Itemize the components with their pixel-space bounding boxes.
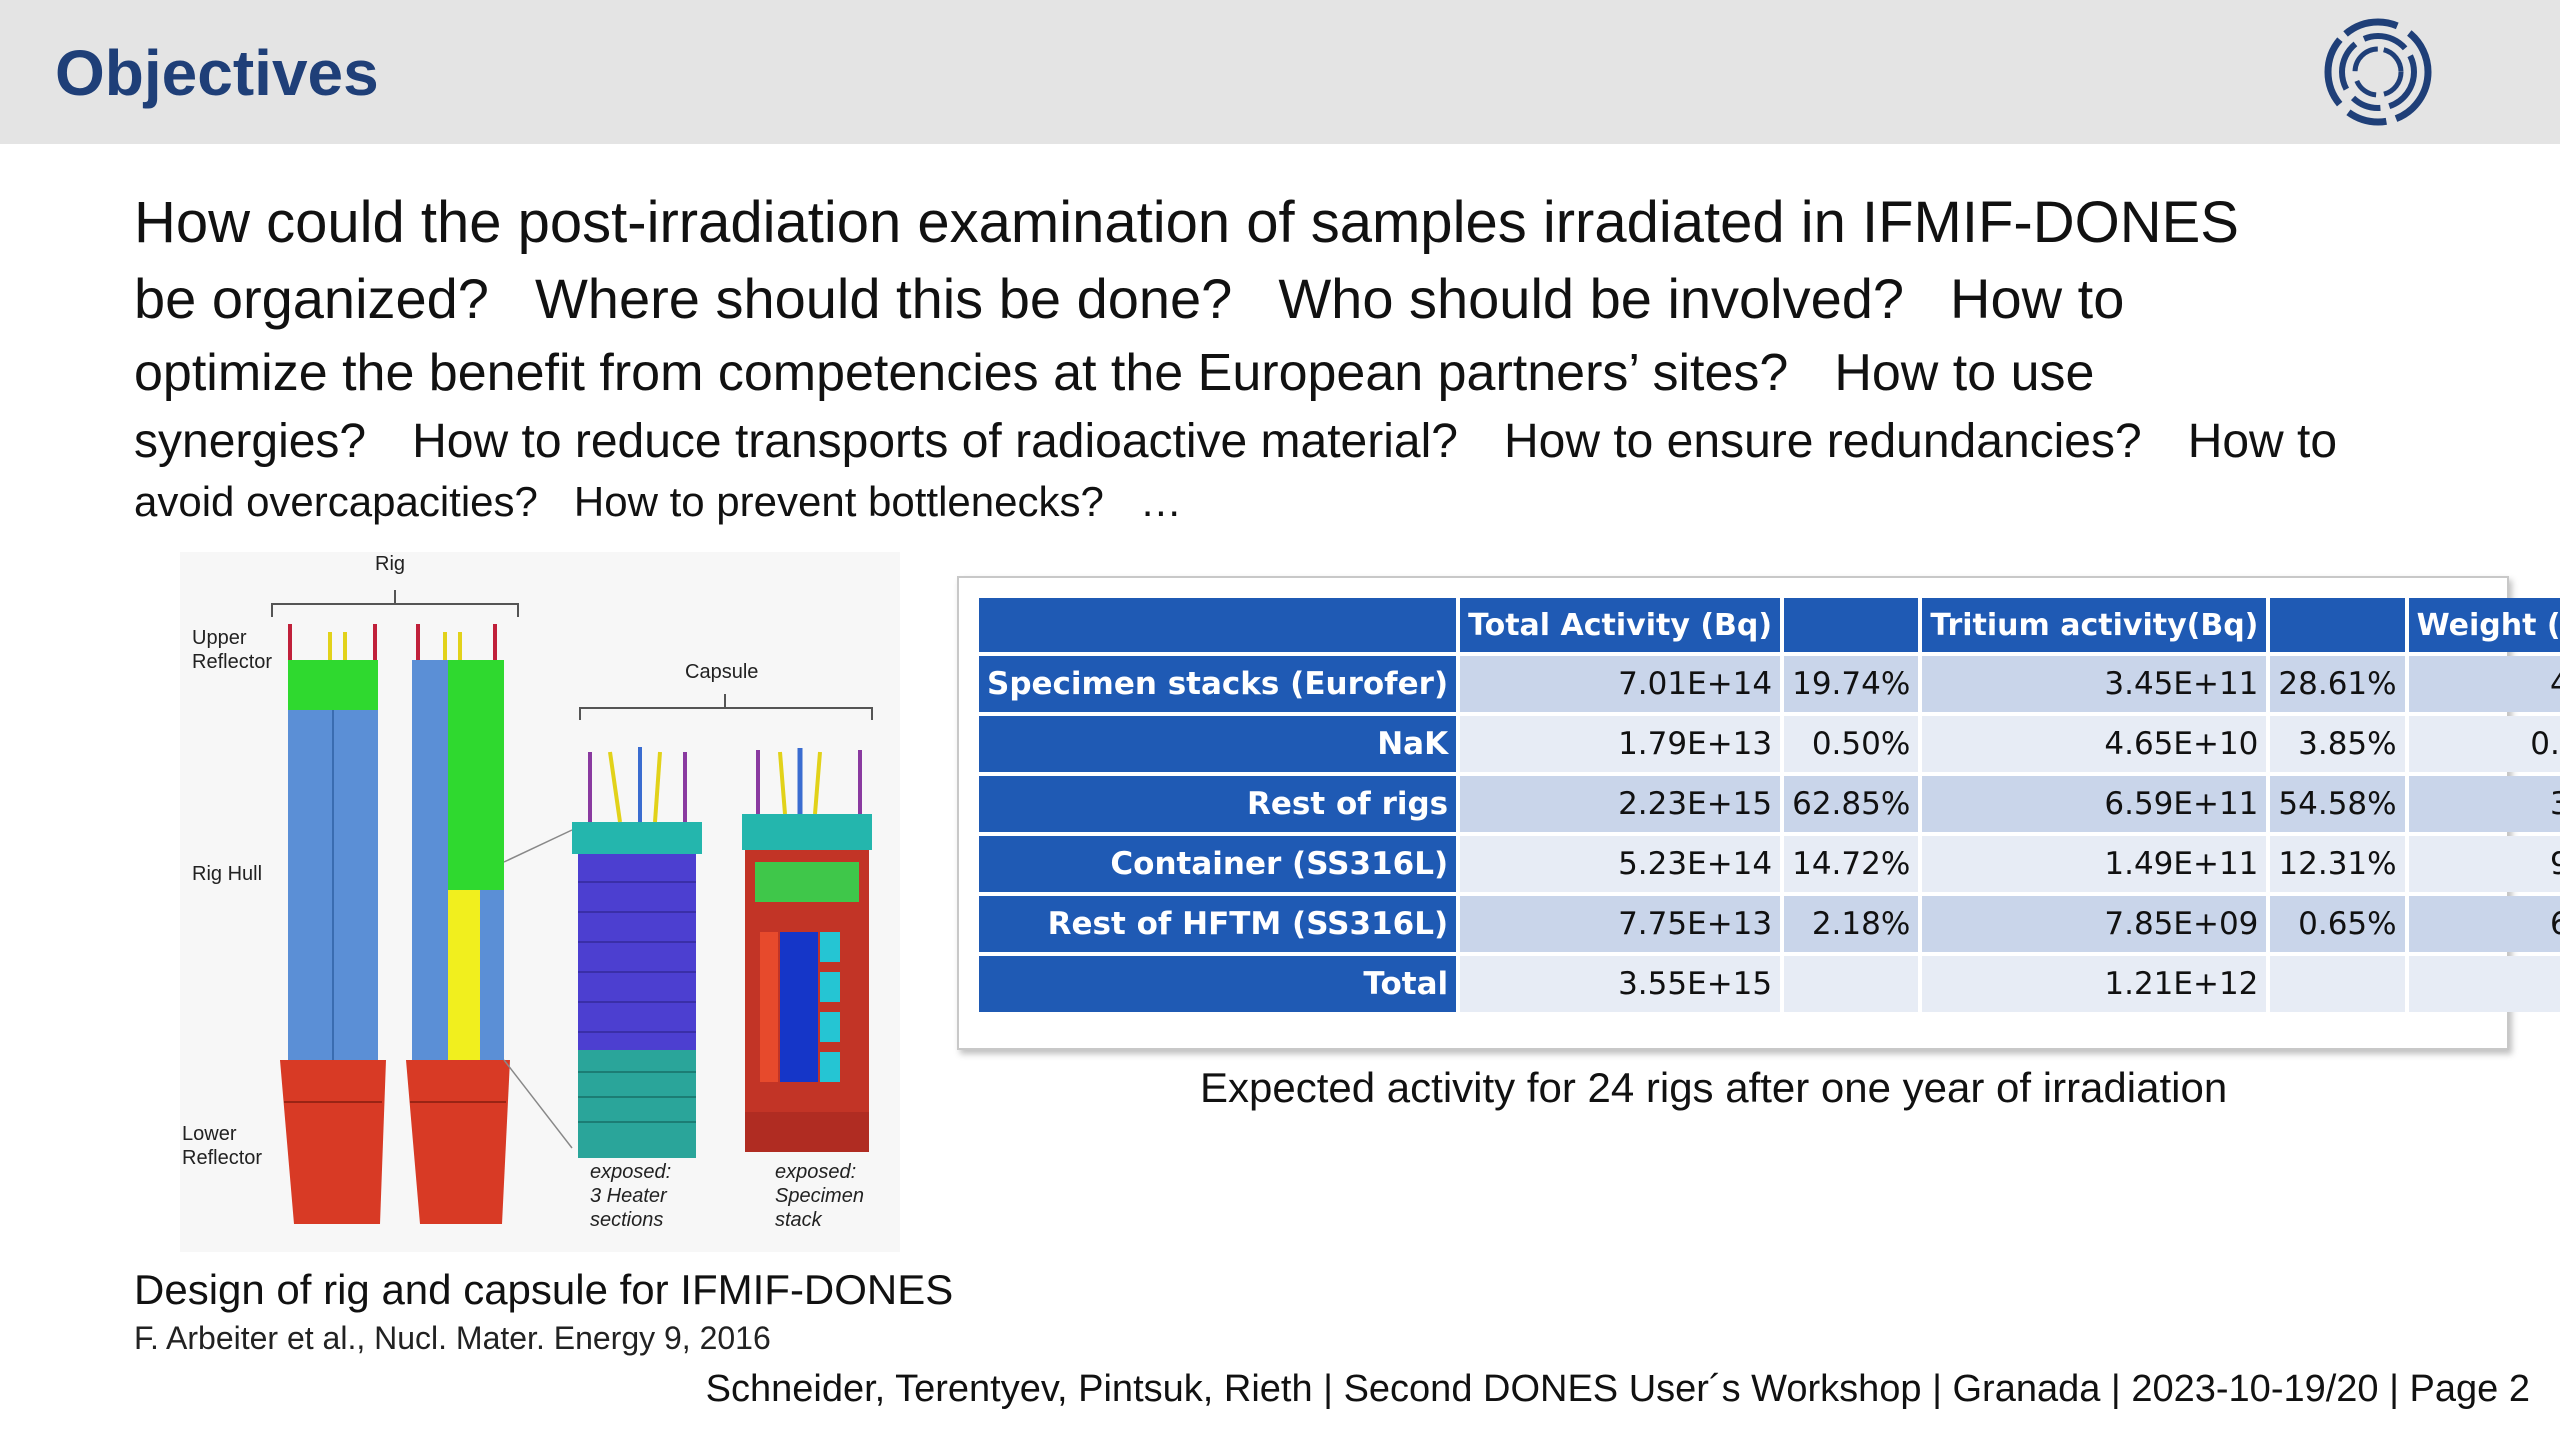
table-row: Container (SS316L) 5.23E+14 14.72% 1.49E… xyxy=(979,836,2560,892)
table-cell: 1.21E+12 xyxy=(1922,956,2267,1012)
table-header-cell: Weight (Kg) xyxy=(2408,598,2560,652)
table-row: Specimen stacks (Eurofer) 7.01E+14 19.74… xyxy=(979,656,2560,712)
table-cell: 0.150 xyxy=(2408,716,2560,772)
slide-header: Objectives xyxy=(0,0,2560,144)
question-text: How to xyxy=(1950,267,2125,330)
question-text: How to reduce transports of radioactive … xyxy=(412,415,1458,468)
question-text: Where should this be done? xyxy=(534,267,1233,330)
table-cell: 114 xyxy=(2408,956,2560,1012)
table-cell: 9.86 xyxy=(2408,836,2560,892)
activity-table-frame: Total Activity (Bq) Tritium activity(Bq)… xyxy=(957,576,2560,1050)
question-line: How could the post-irradiation examinati… xyxy=(134,185,2514,261)
table-cell: 7.01E+14 xyxy=(1460,656,1781,712)
rig-label: Rig xyxy=(375,553,406,575)
rig-hull-label: Rig Hull xyxy=(192,863,263,885)
rig-capsule-diagram: Rig Capsule Upper Reflector Rig Hull Lowe… xyxy=(180,552,900,1252)
question-text: Who should be involved? xyxy=(1278,267,1905,330)
question-line: optimize the benefit from competencies a… xyxy=(134,337,2514,409)
ring-logo-icon xyxy=(2324,18,2432,126)
figure-reference: F. Arbeiter et al., Nucl. Mater. Energy … xyxy=(134,1320,771,1356)
slide-title: Objectives xyxy=(55,37,379,109)
question-text: … xyxy=(1139,478,1182,525)
figure-caption: Design of rig and capsule for IFMIF-DONE… xyxy=(134,1266,954,1313)
row-label: Rest of HFTM (SS316L) xyxy=(979,896,1457,952)
table-cell: 1.49E+11 xyxy=(1922,836,2267,892)
question-line: synergies? How to reduce transports of ra… xyxy=(134,409,2514,475)
slide-footer: Schneider, Terentyev, Pintsuk, Rieth | S… xyxy=(705,1368,2530,1410)
table-cell: 1.79E+13 xyxy=(1460,716,1781,772)
table-header-cell: Tritium activity(Bq) xyxy=(1922,598,2267,652)
table-cell: 7.75E+13 xyxy=(1460,896,1781,952)
question-text: How to use xyxy=(1834,344,2095,402)
lower-reflector-label: Lower Reflector xyxy=(182,1123,263,1169)
question-text: be organized? xyxy=(134,267,489,330)
table-cell: 54.58% xyxy=(2270,776,2405,832)
table-cell: 35.2 xyxy=(2408,776,2560,832)
upper-reflector-label: Upper Reflector xyxy=(192,627,273,673)
table-cell: 62.85% xyxy=(1784,776,1919,832)
table-cell: 3.85% xyxy=(2270,716,2405,772)
table-header-cell xyxy=(1784,598,1919,652)
table-cell: 5.23E+14 xyxy=(1460,836,1781,892)
table-cell: 4.22 xyxy=(2408,656,2560,712)
question-text: How to xyxy=(2187,415,2338,468)
table-cell: 28.61% xyxy=(2270,656,2405,712)
row-label: Total xyxy=(979,956,1457,1012)
row-label: Container (SS316L) xyxy=(979,836,1457,892)
row-label: NaK xyxy=(979,716,1457,772)
rig-capsule-drawing xyxy=(271,590,873,1224)
table-row: Rest of rigs 2.23E+15 62.85% 6.59E+11 54… xyxy=(979,776,2560,832)
table-cell: 12.31% xyxy=(2270,836,2405,892)
activity-table: Total Activity (Bq) Tritium activity(Bq)… xyxy=(975,594,2560,1016)
table-cell: 2.18% xyxy=(1784,896,1919,952)
row-label: Rest of rigs xyxy=(979,776,1457,832)
question-text: avoid overcapacities? xyxy=(134,478,538,525)
table-caption: Expected activity for 24 rigs after one … xyxy=(1200,1064,2228,1111)
table-cell: 4.65E+10 xyxy=(1922,716,2267,772)
table-cell: 3.45E+11 xyxy=(1922,656,2267,712)
question-text: How to ensure redundancies? xyxy=(1503,415,2142,468)
table-cell xyxy=(1784,956,1919,1012)
table-cell: 2.23E+15 xyxy=(1460,776,1781,832)
table-row: Rest of HFTM (SS316L) 7.75E+13 2.18% 7.8… xyxy=(979,896,2560,952)
table-cell: 14.72% xyxy=(1784,836,1919,892)
question-text: How to prevent bottlenecks? xyxy=(573,478,1104,525)
table-cell: 0.50% xyxy=(1784,716,1919,772)
table-cell: 3.55E+15 xyxy=(1460,956,1781,1012)
exposed-specimen-label: exposed: Specimen stack xyxy=(775,1161,864,1231)
question-text: How could the post-irradiation examinati… xyxy=(134,190,2239,255)
table-row: Total 3.55E+15 1.21E+12 114 xyxy=(979,956,2560,1012)
questions-block: How could the post-irradiation examinati… xyxy=(134,185,2514,529)
exposed-heater-label: exposed: 3 Heater sections xyxy=(590,1161,672,1231)
question-line: be organized? Where should this be done? W… xyxy=(134,261,2514,337)
question-text: synergies? xyxy=(134,415,367,468)
table-header-cell xyxy=(979,598,1457,652)
row-label: Specimen stacks (Eurofer) xyxy=(979,656,1457,712)
table-cell xyxy=(2270,956,2405,1012)
table-cell: 19.74% xyxy=(1784,656,1919,712)
table-header-cell xyxy=(2270,598,2405,652)
table-cell: 0.65% xyxy=(2270,896,2405,952)
question-line: avoid overcapacities? How to prevent bott… xyxy=(134,475,2514,529)
table-row: NaK 1.79E+13 0.50% 4.65E+10 3.85% 0.150 xyxy=(979,716,2560,772)
table-cell: 6.59E+11 xyxy=(1922,776,2267,832)
capsule-label: Capsule xyxy=(685,661,759,683)
table-cell: 7.85E+09 xyxy=(1922,896,2267,952)
table-header-cell: Total Activity (Bq) xyxy=(1460,598,1781,652)
table-header-row: Total Activity (Bq) Tritium activity(Bq)… xyxy=(979,598,2560,652)
question-text: optimize the benefit from competencies a… xyxy=(134,344,1789,402)
table-cell: 64.7 xyxy=(2408,896,2560,952)
